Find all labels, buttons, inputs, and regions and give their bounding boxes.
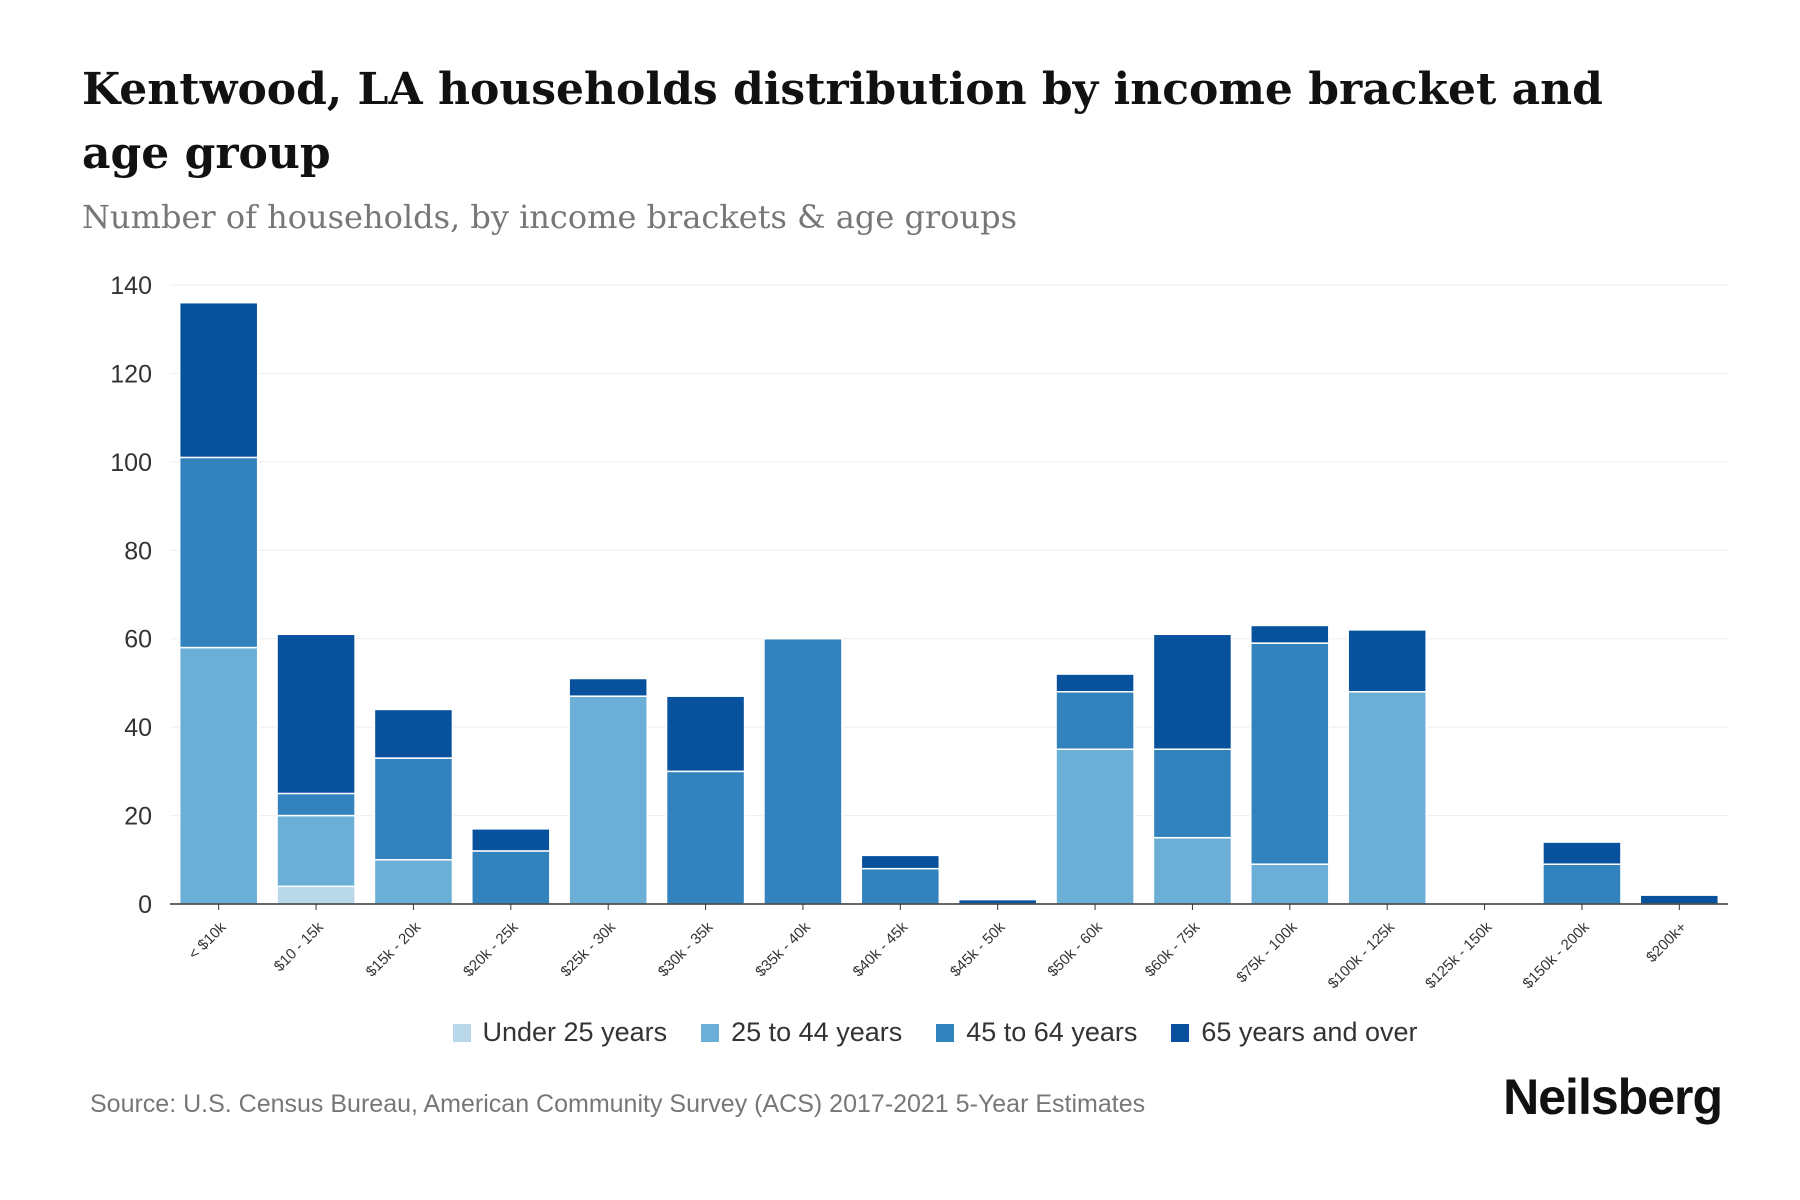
bar-segment [1055,691,1135,750]
bar-segment [665,695,746,773]
bar-segment [276,814,356,888]
legend-label: 45 to 64 years [966,1017,1138,1047]
bar-segment [1250,624,1330,644]
bar-segment [763,637,843,905]
y-tick-label: 40 [124,714,152,742]
x-tick-label: $60k - 75k [1142,918,1204,980]
bar-segment [276,633,356,795]
bar-segment [178,646,259,905]
x-tick-label: < $10k [185,918,230,963]
bar-segment [860,854,941,870]
legend-label: Under 25 years [482,1017,668,1047]
bar-segment [471,828,551,852]
bar-segment [471,850,551,905]
x-tick-label: $40k - 45k [850,918,912,980]
legend-swatch [452,1023,471,1042]
bar-segment [1542,863,1622,905]
x-tick-label: $75k - 100k [1233,918,1301,986]
bar-segment [1055,748,1135,905]
legend-item-under-25: Under 25 years [452,1017,668,1048]
bar-segment [373,757,454,861]
x-tick-label: $45k - 50k [947,918,1009,980]
chart-title: Kentwood, LA households distribution by … [82,64,1603,179]
neilsberg-logo: Neilsberg [1503,1069,1723,1125]
x-tick-label: $50k - 60k [1044,918,1106,980]
x-tick-label: $10 - 15k [271,918,328,975]
x-tick-label: $25k - 30k [557,918,619,980]
bar-segment [1542,841,1622,865]
x-tick-label: $125k - 150k [1422,918,1496,992]
y-tick-label: 80 [124,537,152,565]
y-tick-label: 20 [124,803,152,831]
x-tick-label: $35k - 40k [752,918,814,980]
bar-segment [1250,642,1330,865]
bar-segment [1152,748,1233,839]
legend-label: 25 to 44 years [731,1017,903,1047]
legend-swatch [1171,1023,1190,1042]
source-note: Source: U.S. Census Bureau, American Com… [90,1090,1146,1118]
bar-segment [568,677,648,697]
y-tick-label: 140 [110,272,152,300]
legend-swatch [936,1023,955,1042]
bar-segment [373,708,454,759]
bar-segment [373,859,454,905]
bar-segment [860,867,941,905]
legend-item-25-44: 25 to 44 years [701,1017,902,1048]
bar-segment [1055,673,1135,693]
x-tick-label: $30k - 35k [655,918,717,980]
bar-segment [178,456,259,649]
x-tick-label: $20k - 25k [460,918,522,980]
x-tick-label: $200k+ [1643,919,1690,966]
y-tick-label: 60 [124,626,152,654]
bar-segment [276,885,356,905]
bar-segment [1347,691,1427,905]
bar-segment [1347,629,1427,693]
legend: Under 25 years 25 to 44 years 45 to 64 y… [0,1017,1800,1048]
x-tick-label: $150k - 200k [1519,918,1593,992]
bar-segment [276,792,356,817]
bar-segment [568,695,648,905]
bar-segment [1639,894,1720,905]
bar-segment [178,301,259,459]
x-tick-label: $100k - 125k [1325,918,1399,992]
legend-swatch [701,1023,720,1042]
bar-segment [1250,863,1330,905]
y-tick-label: 0 [138,891,152,919]
y-tick-label: 120 [110,360,152,388]
legend-label: 65 years and over [1201,1017,1418,1047]
chart-subtitle: Number of households, by income brackets… [82,198,1017,236]
bar-segment [665,770,746,905]
x-tick-label: $15k - 20k [363,918,425,980]
legend-item-65-over: 65 years and over [1171,1017,1418,1048]
bar-segment [1152,836,1233,905]
y-tick-label: 100 [110,449,152,477]
bar-segment [1152,633,1233,750]
legend-item-45-64: 45 to 64 years [936,1017,1137,1048]
